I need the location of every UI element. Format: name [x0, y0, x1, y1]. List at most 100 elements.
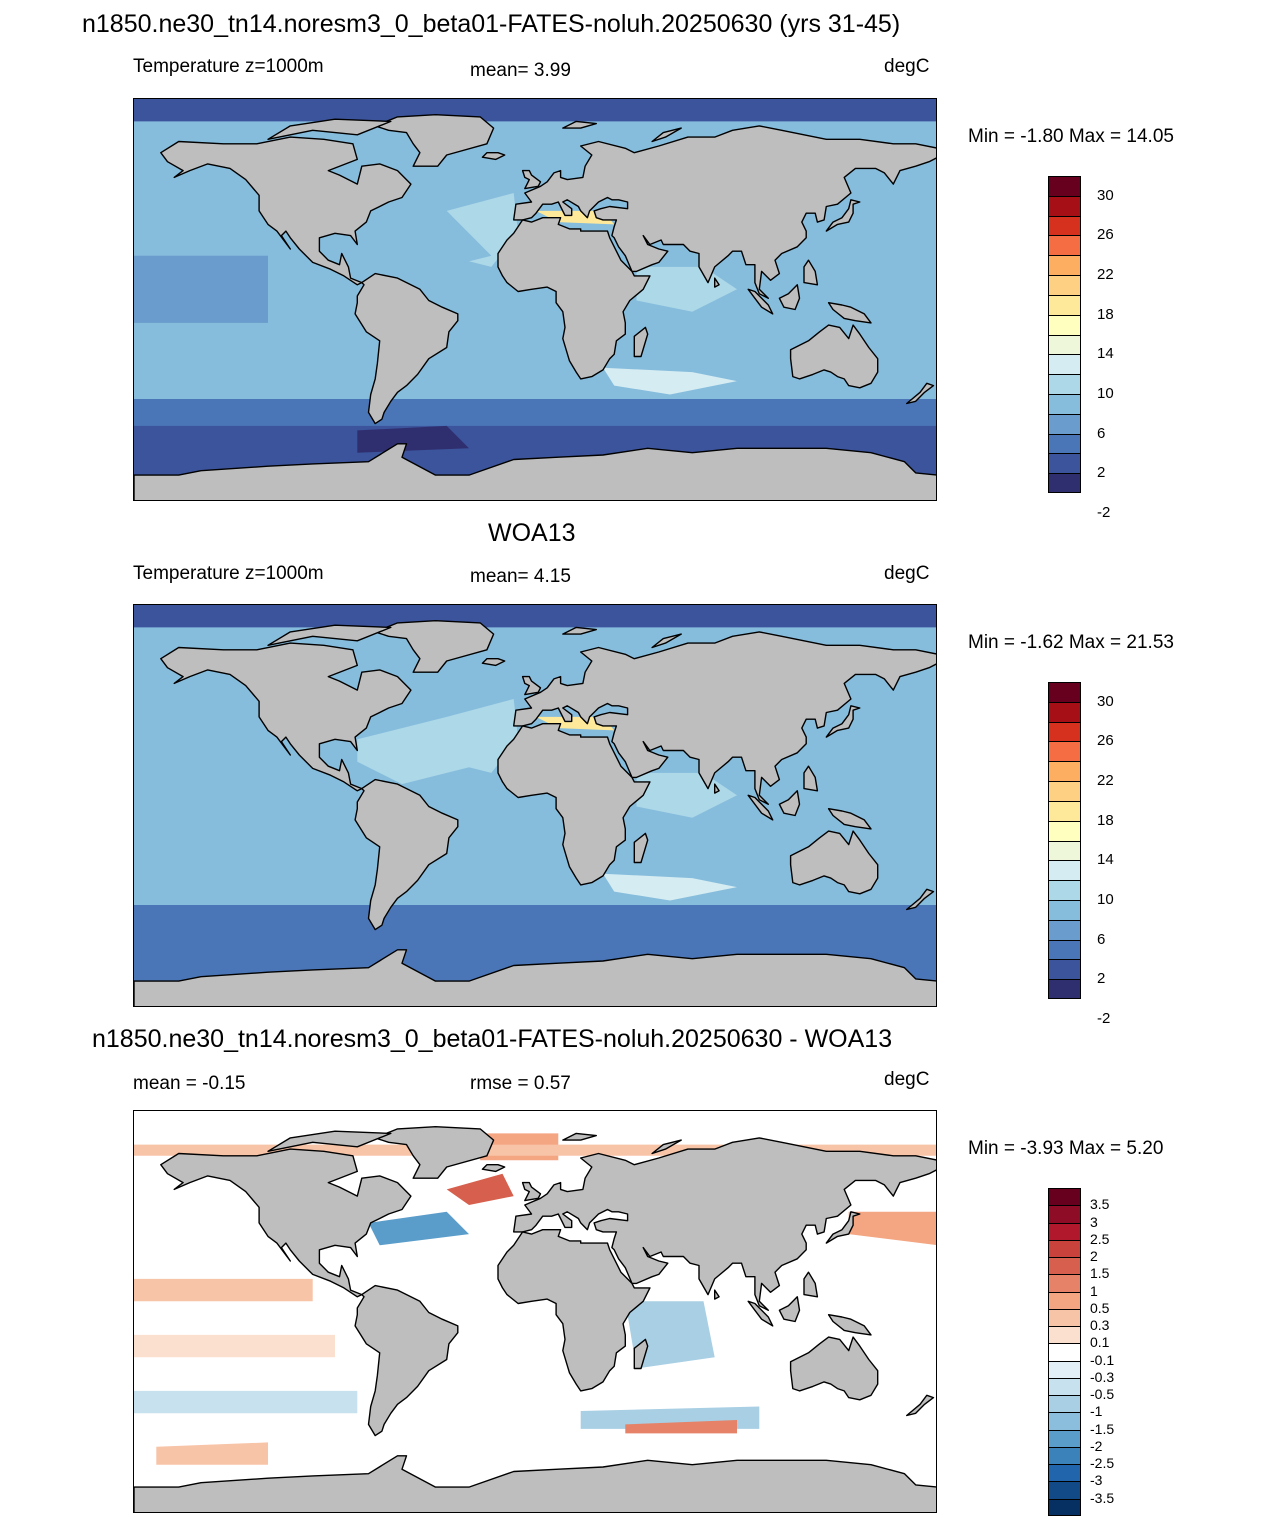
colorbar-tick-label: 18	[1097, 305, 1114, 323]
panel1-mean-label: mean= 3.99	[470, 60, 571, 81]
panel2-title: WOA13	[488, 519, 576, 547]
africa-landmass	[497, 722, 651, 886]
south-america-landmass	[354, 272, 459, 425]
south-america-landmass	[354, 1284, 459, 1437]
colorbar-tick-label: 2	[1097, 970, 1106, 988]
colorbar-tick-label: 3	[1090, 1213, 1098, 1230]
ocean-contour-region	[625, 1301, 715, 1369]
antarctica-landmass	[134, 949, 936, 1006]
philippines-landmass	[803, 765, 819, 792]
colorbar-tick-label: 22	[1097, 266, 1114, 284]
sri-lanka-landmass	[714, 783, 720, 794]
panel3-title: n1850.ne30_tn14.noresm3_0_beta01-FATES-n…	[92, 1025, 893, 1053]
panel3-map-svg	[134, 1111, 936, 1512]
philippines-landmass	[803, 1271, 819, 1298]
borneo-landmass	[778, 790, 801, 817]
ocean-contour-region	[848, 1211, 936, 1246]
japan-landmass	[825, 199, 861, 232]
colorbar-tick-label: 10	[1097, 384, 1114, 402]
colorbar-swatch	[1048, 1343, 1081, 1361]
colorbar-swatch	[1048, 1360, 1081, 1378]
new-zealand-landmass	[906, 382, 935, 405]
colorbar-tick-label: 2.5	[1090, 1230, 1110, 1247]
panel1-map-svg	[134, 99, 936, 500]
north-america-landmass	[160, 642, 412, 792]
panel1-land	[134, 113, 936, 500]
colorbar-tick-label: 1.5	[1090, 1265, 1110, 1282]
colorbar-tick-label: 18	[1097, 811, 1114, 829]
panel1-minmax-label: Min = -1.80 Max = 14.05	[968, 126, 1174, 147]
colorbar-swatch	[1048, 840, 1081, 861]
colorbar-swatch	[1048, 334, 1081, 355]
japan-landmass	[825, 1211, 861, 1244]
colorbar-swatch	[1048, 939, 1081, 960]
ocean-contour-region	[368, 1211, 469, 1246]
ocean-contour-region	[134, 1390, 358, 1414]
colorbar-tick-label: 2	[1090, 1248, 1098, 1265]
novaya-landmass	[651, 1139, 682, 1155]
colorbar-tick-label: -2	[1090, 1437, 1103, 1454]
panel3-rmse-label: rmse = 0.57	[470, 1073, 571, 1094]
new-zealand-landmass	[906, 888, 935, 911]
panel2-variable-label: Temperature z=1000m	[133, 563, 324, 584]
colorbar-swatch	[1048, 761, 1081, 782]
colorbar-tick-label: -2	[1097, 1009, 1111, 1027]
colorbar-swatch	[1048, 1308, 1081, 1326]
colorbar-tick-label: 14	[1097, 345, 1114, 363]
panel3-mean-label: mean = -0.15	[133, 1073, 246, 1094]
colorbar-tick-label: -0.3	[1090, 1368, 1115, 1385]
colorbar-swatch	[1048, 959, 1081, 980]
panel2-mean-label: mean= 4.15	[470, 566, 571, 587]
eurasia-landmass	[513, 1137, 936, 1312]
ocean-contour-region	[625, 1420, 737, 1434]
colorbar-tick-label: 0.3	[1090, 1317, 1110, 1334]
panel2-colorbar-swatches	[1048, 682, 1081, 999]
philippines-landmass	[803, 259, 819, 286]
colorbar-tick-label: 0.5	[1090, 1299, 1110, 1316]
australia-landmass	[789, 1336, 879, 1401]
colorbar-swatch	[1048, 1205, 1081, 1223]
ocean-contour-region	[134, 761, 268, 829]
japan-landmass	[825, 705, 861, 738]
arctic-islands-landmass	[267, 624, 392, 646]
colorbar-swatch	[1048, 1222, 1081, 1240]
ocean-contour-region	[134, 255, 268, 323]
colorbar-swatch	[1048, 215, 1081, 236]
colorbar-swatch	[1048, 1239, 1081, 1257]
colorbar-swatch	[1048, 374, 1081, 394]
borneo-landmass	[778, 1296, 801, 1323]
colorbar-tick-label: 10	[1097, 890, 1114, 908]
antarctica-landmass	[134, 1455, 936, 1512]
colorbar-swatch	[1048, 860, 1081, 881]
arctic-islands-landmass	[267, 118, 392, 140]
colorbar-swatch	[1048, 235, 1081, 256]
ocean-contour-region	[636, 772, 737, 818]
colorbar-swatch	[1048, 176, 1081, 196]
colorbar-swatch	[1048, 1412, 1081, 1430]
colorbar-swatch	[1048, 1446, 1081, 1464]
new-zealand-landmass	[906, 1394, 935, 1417]
north-america-landmass	[160, 1148, 412, 1298]
colorbar-swatch	[1048, 880, 1081, 900]
svalbard-landmass	[562, 1132, 597, 1141]
colorbar-swatch	[1048, 195, 1081, 216]
south-america-landmass	[354, 778, 459, 931]
panel2-land	[134, 619, 936, 1006]
colorbar-swatch	[1048, 1291, 1081, 1309]
colorbar-swatch	[1048, 314, 1081, 335]
colorbar-tick-label: 1	[1090, 1282, 1098, 1299]
madagascar-landmass	[633, 832, 649, 864]
panel2-map-svg	[134, 605, 936, 1006]
colorbar-swatch	[1048, 275, 1081, 295]
colorbar-tick-label: -0.5	[1090, 1386, 1115, 1403]
sumatra-landmass	[747, 794, 774, 821]
panel3-colorbar-swatches	[1048, 1188, 1081, 1516]
colorbar-tick-label: -1.5	[1090, 1420, 1115, 1437]
panel1-title: n1850.ne30_tn14.noresm3_0_beta01-FATES-n…	[82, 10, 901, 38]
britain-landmass	[521, 675, 542, 696]
britain-landmass	[521, 169, 542, 190]
colorbar-swatch	[1048, 255, 1081, 276]
eurasia-landmass	[513, 125, 936, 300]
colorbar-swatch	[1048, 1429, 1081, 1447]
panel1-units-label: degC	[884, 56, 930, 77]
